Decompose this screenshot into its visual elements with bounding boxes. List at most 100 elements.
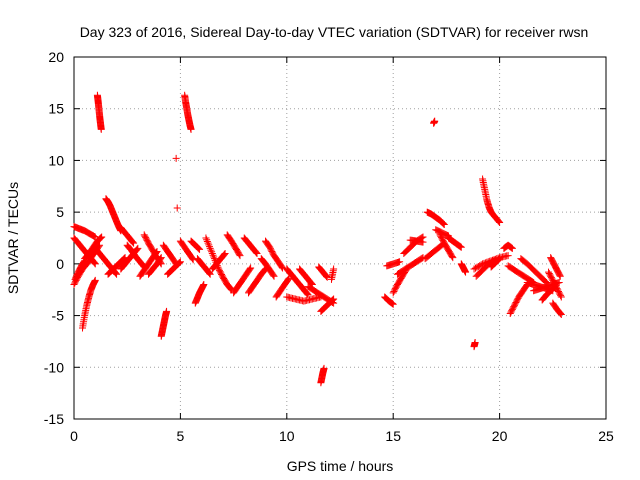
- chart-title: Day 323 of 2016, Sidereal Day-to-day VTE…: [80, 24, 589, 40]
- data-point: [221, 250, 229, 258]
- data-point: [388, 299, 396, 307]
- data-point: [80, 258, 88, 266]
- data-point: [330, 295, 338, 303]
- data-point: [210, 253, 218, 261]
- data-point: [448, 252, 456, 260]
- data-point: [507, 243, 515, 251]
- data-point: [205, 243, 213, 251]
- x-axis-label: GPS time / hours: [287, 458, 394, 474]
- data-point: [284, 275, 292, 283]
- data-point: [96, 234, 104, 242]
- data-point: [457, 243, 465, 251]
- data-point: [210, 255, 218, 263]
- data-point: [440, 220, 448, 228]
- data-point: [307, 279, 315, 287]
- data-point: [462, 268, 470, 276]
- x-tick-label: 20: [492, 428, 508, 444]
- data-point: [172, 154, 180, 162]
- data-point: [220, 251, 228, 259]
- data-point: [495, 255, 503, 263]
- data-point: [220, 250, 228, 258]
- data-point: [449, 254, 457, 262]
- data-point: [203, 236, 211, 244]
- data-point: [91, 260, 99, 268]
- data-point: [202, 234, 210, 242]
- data-point: [205, 269, 213, 277]
- data-point: [496, 218, 504, 226]
- data-point: [440, 221, 448, 229]
- data-point: [134, 244, 142, 252]
- data-point: [330, 265, 338, 273]
- axis-ticks: 0 5 10 15 20 25 -15 -10 -5 0 5 10 15 20: [44, 49, 614, 444]
- data-point: [203, 237, 211, 245]
- data-point: [556, 309, 564, 317]
- data-point: [557, 311, 565, 319]
- data-point: [396, 258, 404, 266]
- data-point: [557, 292, 565, 300]
- data-point: [194, 244, 202, 252]
- data-point: [253, 250, 261, 258]
- y-tick-label: -15: [44, 411, 64, 427]
- data-point: [157, 255, 165, 263]
- data-point: [173, 204, 181, 212]
- data-point: [496, 255, 504, 263]
- data-point: [157, 254, 165, 262]
- data-point: [557, 310, 565, 318]
- data-point: [176, 258, 184, 266]
- data-point: [187, 125, 195, 133]
- data-point: [175, 259, 183, 267]
- data-point: [209, 251, 217, 259]
- data-point: [508, 244, 516, 252]
- data-point: [419, 238, 427, 246]
- data-point: [252, 248, 260, 256]
- data-point: [205, 268, 213, 276]
- data-point: [246, 265, 254, 273]
- data-point: [303, 289, 311, 297]
- data-point: [473, 263, 481, 271]
- data-point: [556, 271, 564, 279]
- data-point: [235, 250, 243, 258]
- data-point: [133, 245, 141, 253]
- data-point: [445, 232, 453, 240]
- data-point: [90, 232, 98, 240]
- data-point: [207, 246, 215, 254]
- x-tick-label: 25: [598, 428, 614, 444]
- data-point: [196, 245, 204, 253]
- data-point: [208, 250, 216, 258]
- data-point: [200, 281, 208, 289]
- data-point: [205, 241, 213, 249]
- data-point: [439, 219, 447, 227]
- data-point: [320, 364, 328, 372]
- data-point: [97, 125, 105, 133]
- data-point: [456, 242, 464, 250]
- data-point: [260, 267, 268, 275]
- data-point: [329, 296, 337, 304]
- data-point: [247, 264, 255, 272]
- data-point: [90, 232, 98, 240]
- data-point: [195, 245, 203, 253]
- data-point: [236, 252, 244, 260]
- data-point: [457, 243, 465, 251]
- data-point: [471, 338, 479, 346]
- y-tick-label: 5: [56, 204, 64, 220]
- data-point: [556, 272, 564, 280]
- y-tick-label: -5: [52, 308, 65, 324]
- data-point: [112, 269, 120, 277]
- data-point: [226, 284, 234, 292]
- data-point: [130, 239, 138, 247]
- data-point: [476, 262, 484, 270]
- data-point: [494, 256, 502, 264]
- data-point: [388, 300, 396, 308]
- plot-frame: [73, 56, 607, 420]
- grid: [74, 57, 606, 419]
- data-point: [389, 300, 397, 308]
- data-point: [129, 238, 137, 246]
- data-point: [269, 271, 277, 279]
- data-point: [557, 293, 565, 301]
- data-point: [479, 260, 487, 268]
- y-tick-label: 20: [48, 49, 64, 65]
- data-point: [208, 248, 216, 256]
- y-tick-label: 0: [56, 256, 64, 272]
- data-point: [91, 259, 99, 267]
- data-point: [252, 249, 260, 257]
